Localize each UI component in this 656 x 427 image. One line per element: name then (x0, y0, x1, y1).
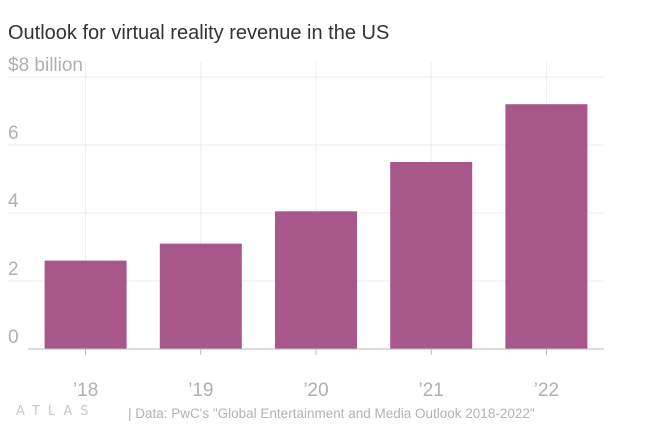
bar-19 (159, 243, 242, 349)
x-tick-label: ’18 (73, 380, 98, 400)
bar-chart: 0 2 4 6 $8 billion ’18 ’19 ’20 ’21 ’22 (8, 55, 604, 400)
y-tick-label: 2 (8, 259, 19, 280)
x-tick-label: ’22 (534, 380, 559, 400)
y-tick-label: 4 (8, 191, 19, 212)
label-layer: 0 2 4 6 $8 billion ’18 ’19 ’20 ’21 ’22 (8, 55, 604, 400)
chart-title: Outlook for virtual reality revenue in t… (8, 22, 390, 44)
bar-18 (44, 260, 127, 349)
atlas-logo: ATLAS (16, 404, 97, 419)
footer: ATLAS | Data: PwC's "Global Entertainmen… (0, 398, 656, 424)
source-note: | Data: PwC's "Global Entertainment and … (128, 406, 535, 421)
y-tick-label: 6 (8, 123, 19, 144)
x-tick-label: ’20 (303, 380, 328, 400)
y-tick-label: 0 (8, 327, 19, 348)
x-tick-label: ’21 (419, 380, 444, 400)
bar-22 (505, 104, 588, 349)
bar-20 (275, 211, 357, 349)
bar-layer (44, 104, 588, 349)
bar-21 (390, 162, 473, 349)
y-tick-label: $8 billion (8, 55, 83, 76)
x-tick-label: ’19 (188, 380, 213, 400)
